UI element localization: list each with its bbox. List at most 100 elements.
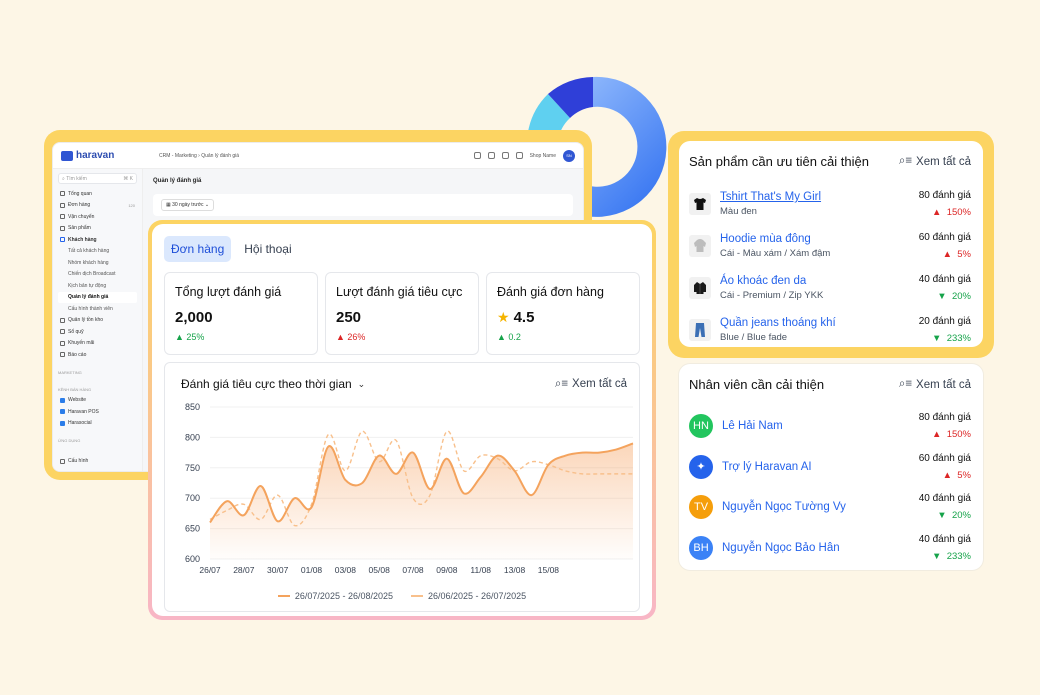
sidebar-section-apps[interactable]: ỨNG DỤNG	[58, 438, 81, 443]
product-name-link[interactable]: Tshirt That's My Girl	[720, 191, 822, 203]
sidebar-subitem[interactable]: Nhóm khách hàng	[58, 257, 137, 269]
tab-orders[interactable]: Đơn hàng	[164, 236, 232, 262]
chart-title-dropdown[interactable]: Đánh giá tiêu cực theo thời gian ⌄	[181, 377, 365, 391]
x-tick-label: 30/07	[267, 565, 289, 575]
tab-bar: Đơn hàng Hội thoại	[164, 236, 640, 262]
chevron-down-icon: ⌄	[357, 378, 366, 389]
stat-change-value: 0.2	[508, 332, 521, 342]
jacket-icon	[689, 277, 711, 299]
arrow-down-icon: ▼	[937, 291, 952, 302]
search-placeholder: Tìm kiếm	[66, 175, 87, 182]
search-icon: ⌕	[62, 175, 67, 182]
change-indicator: ▼ 233%	[919, 551, 971, 562]
sidebar-item-settings[interactable]: Cấu hình	[58, 456, 90, 468]
sidebar-item-inventory[interactable]: Quản lý tồn kho	[58, 315, 137, 327]
help-icon[interactable]	[473, 152, 481, 159]
see-all-button[interactable]: ⌕≡ Xem tất cả	[899, 378, 971, 391]
legend-item-current[interactable]: 26/07/2025 - 26/08/2025	[277, 591, 393, 601]
sidebar-item-pos[interactable]: Haravan POS	[58, 406, 137, 418]
legend-item-previous[interactable]: 26/06/2025 - 26/07/2025	[411, 591, 526, 601]
sidebar-search-input[interactable]: ⌕ Tìm kiếm ⌘ K	[58, 173, 137, 184]
change-value: 20%	[951, 291, 971, 302]
avatar: TV	[689, 495, 713, 520]
panel-title: Sản phẩm cần ưu tiên cải thiện	[689, 154, 869, 169]
product-name-link[interactable]: Quần jeans thoáng khí	[720, 317, 836, 329]
see-all-button[interactable]: ⌕≡ Xem tất cả	[555, 378, 627, 391]
series-line-current	[209, 442, 634, 524]
y-tick-label: 600	[185, 554, 200, 564]
sidebar-item-reports[interactable]: Báo cáo	[58, 349, 137, 361]
sidebar-item-label: Tổng quan	[68, 190, 92, 197]
haravan-logo[interactable]: haravan	[61, 150, 151, 161]
product-name-link[interactable]: Hoodie mùa đông	[720, 233, 811, 245]
avatar: ✦	[689, 454, 713, 479]
report-icon	[60, 352, 65, 358]
product-variant: Màu đen	[720, 206, 757, 217]
breadcrumb: CRM - Marketing › Quản lý đánh giá	[159, 152, 240, 159]
panel-title: Nhân viên cần cải thiện	[689, 377, 825, 392]
change-indicator: ▼ 233%	[919, 333, 971, 344]
sidebar-subitem[interactable]: Chiến dịch Broadcast	[58, 269, 137, 281]
haravan-logo-icon	[61, 150, 73, 161]
sidebar-subitem[interactable]: Kịch bản tự động	[58, 280, 137, 292]
sidebar-item-promotions[interactable]: Khuyến mãi	[58, 338, 137, 350]
y-tick-label: 700	[185, 493, 200, 503]
legend-swatch	[411, 595, 423, 597]
employee-name-link[interactable]: Nguyễn Ngọc Tường Vy	[722, 501, 846, 514]
employee-name-link[interactable]: Trợ lý Haravan AI	[722, 460, 812, 473]
sidebar-item-cashbook[interactable]: Sổ quỹ	[58, 326, 137, 338]
sidebar-item-label: Khách hàng	[68, 236, 97, 243]
sidebar-item-label: Khuyến mãi	[68, 340, 95, 347]
see-all-button[interactable]: ⌕≡ Xem tất cả	[899, 155, 971, 168]
stat-value-text: 250	[336, 309, 362, 326]
sidebar-item-orders[interactable]: Đơn hàng 120	[58, 200, 137, 212]
sidebar-subitem-active[interactable]: Quản lý đánh giá	[58, 291, 137, 303]
stat-negative-reviews: Lượt đánh giá tiêu cực 250 ▲ 26%	[325, 272, 479, 355]
product-variant: Cái - Màu xám / Xám đậm	[720, 248, 831, 259]
count-badge: 120	[128, 202, 135, 208]
employee-row[interactable]: BH Nguyễn Ngọc Bảo Hân 40 đánh giá ▼ 233%	[689, 528, 971, 569]
sidebar-item-customers[interactable]: Khách hàng	[58, 234, 137, 246]
sidebar-section-marketing[interactable]: MARKETING	[58, 369, 82, 375]
sidebar-item-label: Sổ quỹ	[68, 328, 84, 335]
sidebar-subitem-label: Nhóm khách hàng	[68, 259, 109, 266]
employees-panel: Nhân viên cần cải thiện ⌕≡ Xem tất cả HN L…	[679, 364, 983, 570]
date-filter-button[interactable]: ▦ 30 ngày trước ⌄	[161, 199, 215, 211]
sidebar-item-overview[interactable]: Tổng quan	[58, 188, 137, 200]
see-all-label: Xem tất cả	[916, 155, 971, 168]
arrow-up-icon: ▲	[932, 207, 947, 218]
chat-icon[interactable]	[487, 152, 495, 159]
avatar[interactable]: SN	[563, 149, 575, 162]
admin-topbar: haravan CRM - Marketing › Quản lý đánh g…	[53, 143, 583, 169]
stat-value-text: 2,000	[175, 309, 213, 326]
product-row[interactable]: Tshirt That's My Girl Màu đen 80 đánh giá ▲…	[689, 183, 971, 225]
employee-row[interactable]: ✦ Trợ lý Haravan AI 60 đánh giá ▲ 5%	[689, 447, 971, 488]
product-name-link[interactable]: Áo khoác đen da	[720, 275, 807, 287]
sidebar-subitem[interactable]: Cấu hình thành viên	[58, 303, 137, 315]
change-value: 150%	[946, 429, 971, 441]
star-icon: ★	[497, 309, 510, 325]
product-row[interactable]: Áo khoác đen da Cái - Premium / Zip YKK 40…	[689, 267, 971, 309]
sidebar-subitem[interactable]: Tất cả khách hàng	[58, 246, 137, 258]
filter-bar: ▦ 30 ngày trước ⌄	[153, 194, 573, 216]
sidebar-item-website[interactable]: Website	[58, 395, 137, 407]
arrow-up-icon: ▲	[336, 332, 348, 342]
review-count: 40 đánh giá	[918, 493, 971, 505]
bell-icon[interactable]	[515, 152, 523, 159]
product-row[interactable]: Quần jeans thoáng khí Blue / Blue fade 20 …	[689, 309, 971, 351]
sidebar-item-products[interactable]: Sản phẩm	[58, 223, 137, 235]
product-row[interactable]: Hoodie mùa đông Cái - Màu xám / Xám đậm 60…	[689, 225, 971, 267]
employee-row[interactable]: HN Lê Hải Nam 80 đánh giá ▲ 150%	[689, 406, 971, 447]
sidebar-item-shipping[interactable]: Vận chuyển	[58, 211, 137, 223]
y-tick-label: 750	[185, 463, 200, 473]
employee-name-link[interactable]: Lê Hải Nam	[722, 420, 783, 433]
employee-row[interactable]: TV Nguyễn Ngọc Tường Vy 40 đánh giá ▼ 20%	[689, 487, 971, 528]
shop-name[interactable]: Shop Name	[529, 152, 556, 159]
stat-change: ▲ 0.2	[497, 332, 629, 342]
stat-value-text: 4.5	[513, 309, 535, 326]
apps-icon[interactable]	[501, 152, 509, 159]
sidebar-item-harasocial[interactable]: Harasocial	[58, 418, 137, 430]
employee-name-link[interactable]: Nguyễn Ngọc Bảo Hân	[722, 541, 840, 554]
tab-conversations[interactable]: Hội thoại	[244, 242, 292, 256]
y-tick-label: 650	[185, 524, 200, 534]
